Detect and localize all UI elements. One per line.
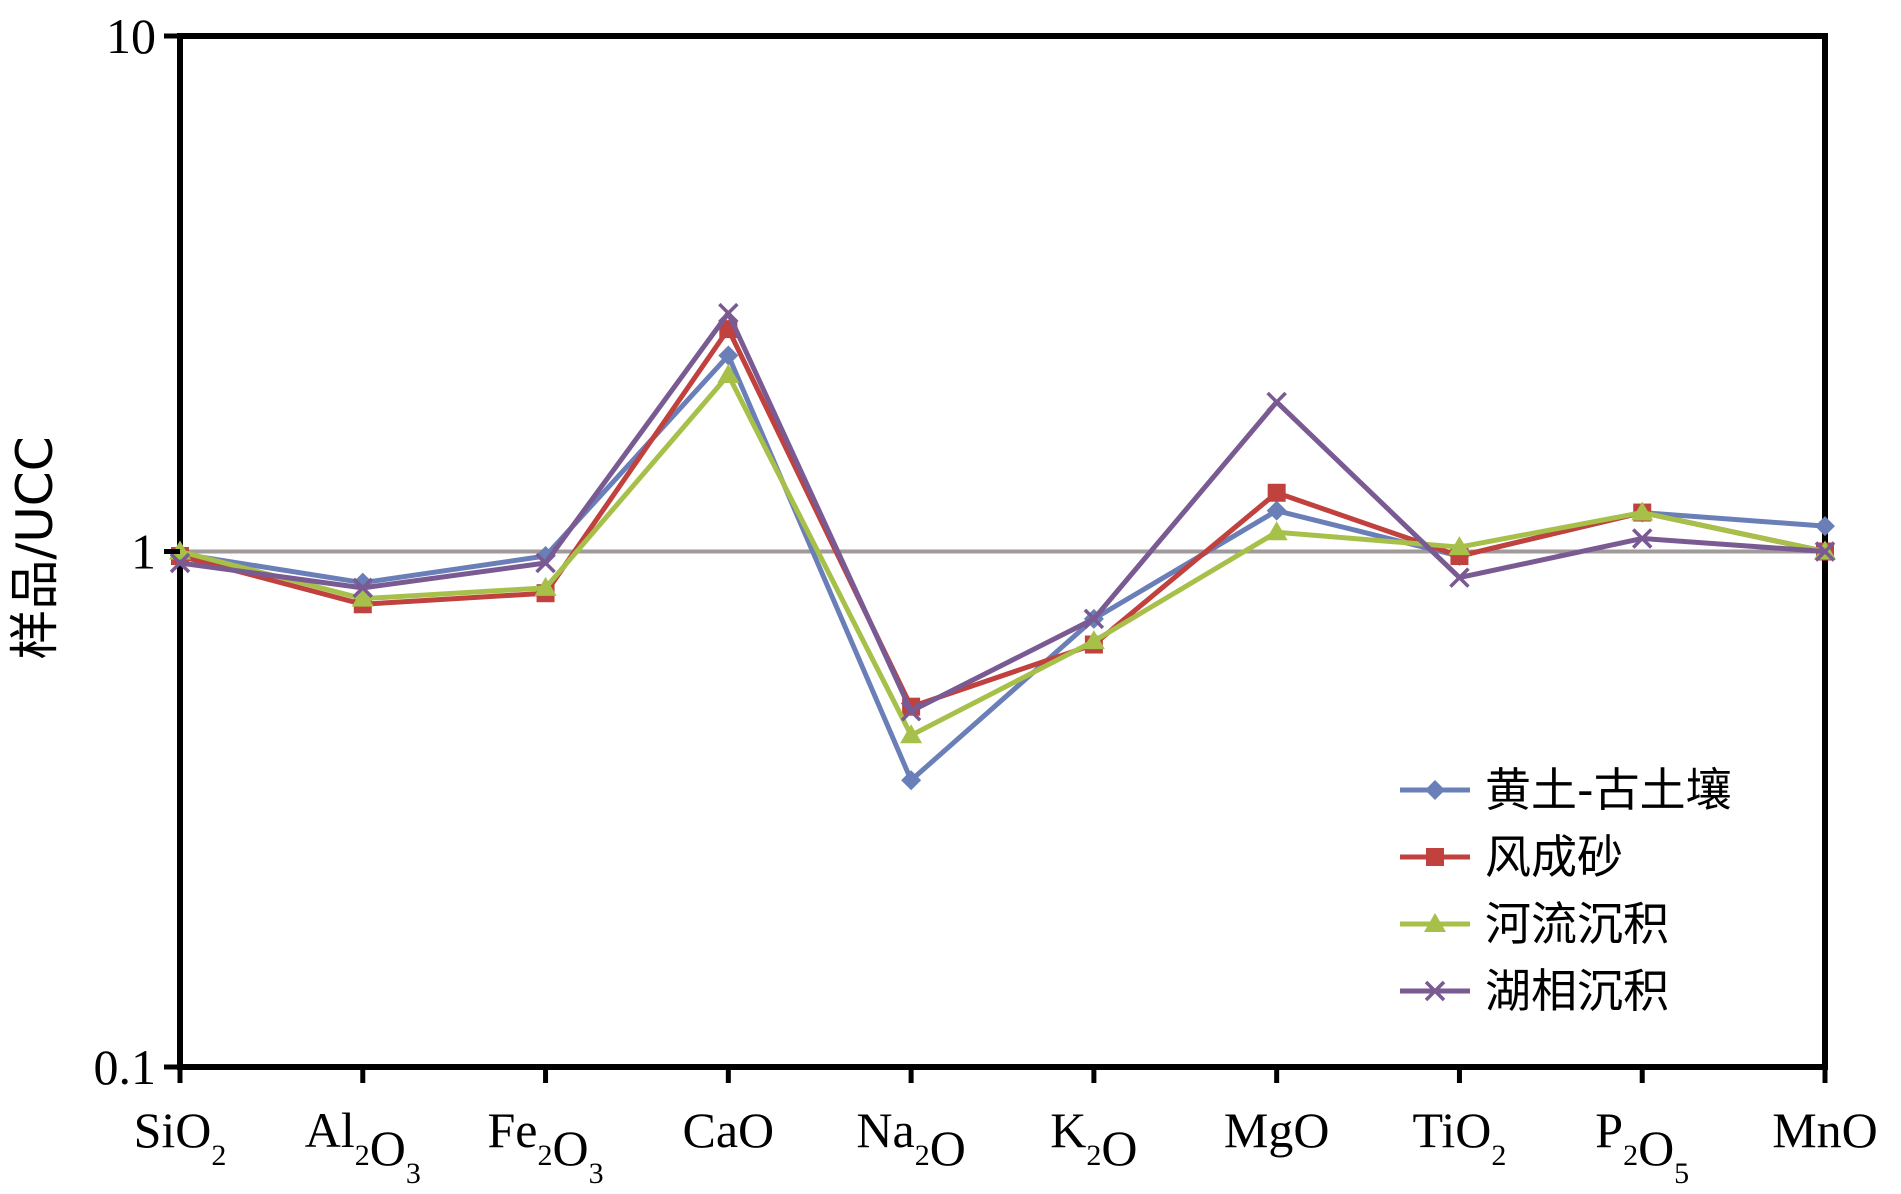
x-tick-label: P2O5 xyxy=(1595,1102,1689,1190)
y-tick-label: 0.1 xyxy=(94,1039,157,1095)
data-point xyxy=(900,724,923,744)
data-point xyxy=(169,552,191,574)
series-3 xyxy=(169,363,1836,744)
data-point xyxy=(1814,541,1836,562)
data-point xyxy=(901,770,922,791)
y-tick-label: 10 xyxy=(106,8,156,64)
legend-label: 湖相沉积 xyxy=(1485,964,1669,1018)
x-tick-label: Na2O xyxy=(856,1102,965,1176)
axis-layer: 0.1 1 10 SiO2 Al2O3 Fe2O3 CaO Na2O K2O MgO TiO2 P2O… xyxy=(94,8,1878,1190)
data-point xyxy=(717,363,740,383)
series-1 xyxy=(170,345,1835,791)
legend-label: 黄土-古土壤 xyxy=(1485,763,1732,817)
legend-item: 风成砂 xyxy=(1400,830,1623,884)
series-2 xyxy=(171,320,1834,716)
data-point xyxy=(1083,608,1105,630)
series-line xyxy=(179,310,1826,714)
data-point xyxy=(1449,567,1470,588)
legend-marker xyxy=(1426,848,1444,866)
x-tick-label: Fe2O3 xyxy=(488,1102,604,1190)
y-axis-label: 样品/UCC xyxy=(6,436,64,659)
legend-item: 湖相沉积 xyxy=(1400,964,1669,1018)
data-point xyxy=(1266,500,1287,521)
legend-item: 黄土-古土壤 xyxy=(1400,763,1732,817)
x-tick-label: TiO2 xyxy=(1413,1102,1507,1172)
data-point xyxy=(1082,630,1105,650)
series-line xyxy=(179,372,1826,738)
x-tick-label: SiO2 xyxy=(134,1102,227,1172)
data-point xyxy=(1266,391,1287,413)
data-point xyxy=(535,552,556,574)
legend-item: 河流沉积 xyxy=(1400,897,1669,951)
legend-label: 风成砂 xyxy=(1485,830,1623,884)
data-point xyxy=(1267,483,1286,502)
x-tick-label: CaO xyxy=(683,1102,775,1158)
legend-marker xyxy=(1424,913,1446,932)
data-point xyxy=(1815,516,1835,537)
series-line xyxy=(179,353,1826,783)
x-tick-label: Al2O3 xyxy=(305,1102,421,1190)
x-tick-label: MgO xyxy=(1224,1102,1330,1158)
data-point xyxy=(1631,501,1654,521)
y-tick-label: 1 xyxy=(131,524,156,580)
series-layer xyxy=(169,302,1836,791)
x-tick-label: K2O xyxy=(1050,1102,1137,1176)
data-point xyxy=(1631,528,1653,549)
data-point xyxy=(351,587,374,607)
series-line xyxy=(179,326,1826,710)
data-point xyxy=(718,302,739,324)
data-point xyxy=(900,700,922,722)
series-4 xyxy=(169,302,1836,722)
data-point xyxy=(1265,521,1288,541)
legend-marker xyxy=(1424,980,1446,1002)
data-point xyxy=(1448,536,1471,556)
legend-label: 河流沉积 xyxy=(1485,897,1669,951)
data-point xyxy=(535,546,556,567)
legend-marker xyxy=(1425,780,1445,800)
data-point xyxy=(534,576,557,596)
x-tick-label: MnO xyxy=(1772,1102,1878,1158)
data-point xyxy=(718,345,739,366)
data-point xyxy=(352,577,374,599)
